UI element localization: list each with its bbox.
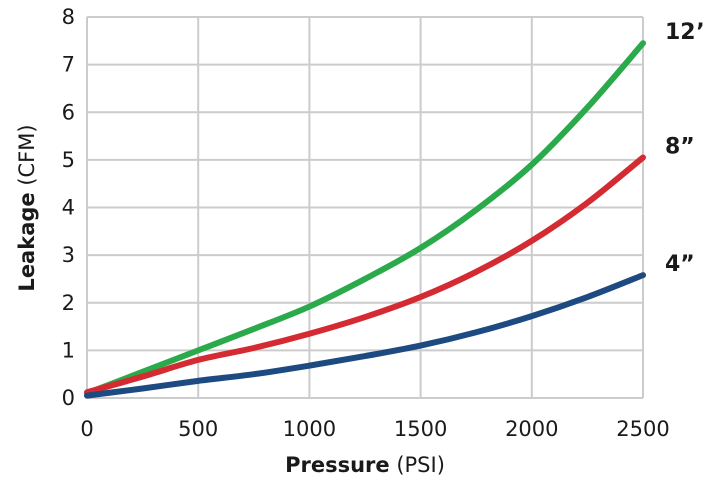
grid bbox=[86, 16, 644, 399]
x-axis-title-main: Pressure bbox=[285, 453, 390, 477]
series-labels: 12” 8” 4” bbox=[665, 20, 703, 277]
x-tick-label-2000: 2000 bbox=[505, 417, 558, 441]
y-tick-label-1: 1 bbox=[62, 338, 75, 362]
series-label-12in: 12” bbox=[665, 20, 703, 45]
y-tick-label-3: 3 bbox=[62, 243, 75, 267]
y-tick-labels: 0 1 2 3 4 5 6 7 8 bbox=[62, 5, 75, 410]
y-axis-title: Leakage (CFM) bbox=[15, 124, 39, 291]
y-tick-label-8: 8 bbox=[62, 5, 75, 29]
series-line-8in bbox=[84, 154, 646, 396]
x-axis-title: Pressure (PSI) bbox=[285, 453, 445, 477]
series-label-8in: 8” bbox=[665, 134, 695, 159]
y-axis-title-unit: (CFM) bbox=[15, 124, 39, 192]
series-lines bbox=[84, 40, 646, 399]
y-axis-title-main: Leakage bbox=[15, 192, 39, 291]
y-tick-label-0: 0 bbox=[62, 386, 75, 410]
x-tick-label-0: 0 bbox=[80, 417, 93, 441]
y-tick-label-5: 5 bbox=[62, 148, 75, 172]
series-label-4in: 4” bbox=[665, 252, 695, 277]
x-tick-label-2500: 2500 bbox=[616, 417, 669, 441]
x-tick-label-500: 500 bbox=[178, 417, 218, 441]
x-tick-labels: 0 500 1000 1500 2000 2500 bbox=[80, 417, 669, 441]
series-line-4in bbox=[84, 272, 646, 399]
y-tick-label-4: 4 bbox=[62, 196, 75, 220]
y-tick-label-6: 6 bbox=[62, 100, 75, 124]
series-line-12in bbox=[84, 40, 646, 397]
x-tick-label-1500: 1500 bbox=[394, 417, 447, 441]
x-tick-label-1000: 1000 bbox=[283, 417, 336, 441]
y-tick-label-2: 2 bbox=[62, 291, 75, 315]
y-tick-label-7: 7 bbox=[62, 53, 75, 77]
x-axis-title-unit: (PSI) bbox=[390, 453, 445, 477]
